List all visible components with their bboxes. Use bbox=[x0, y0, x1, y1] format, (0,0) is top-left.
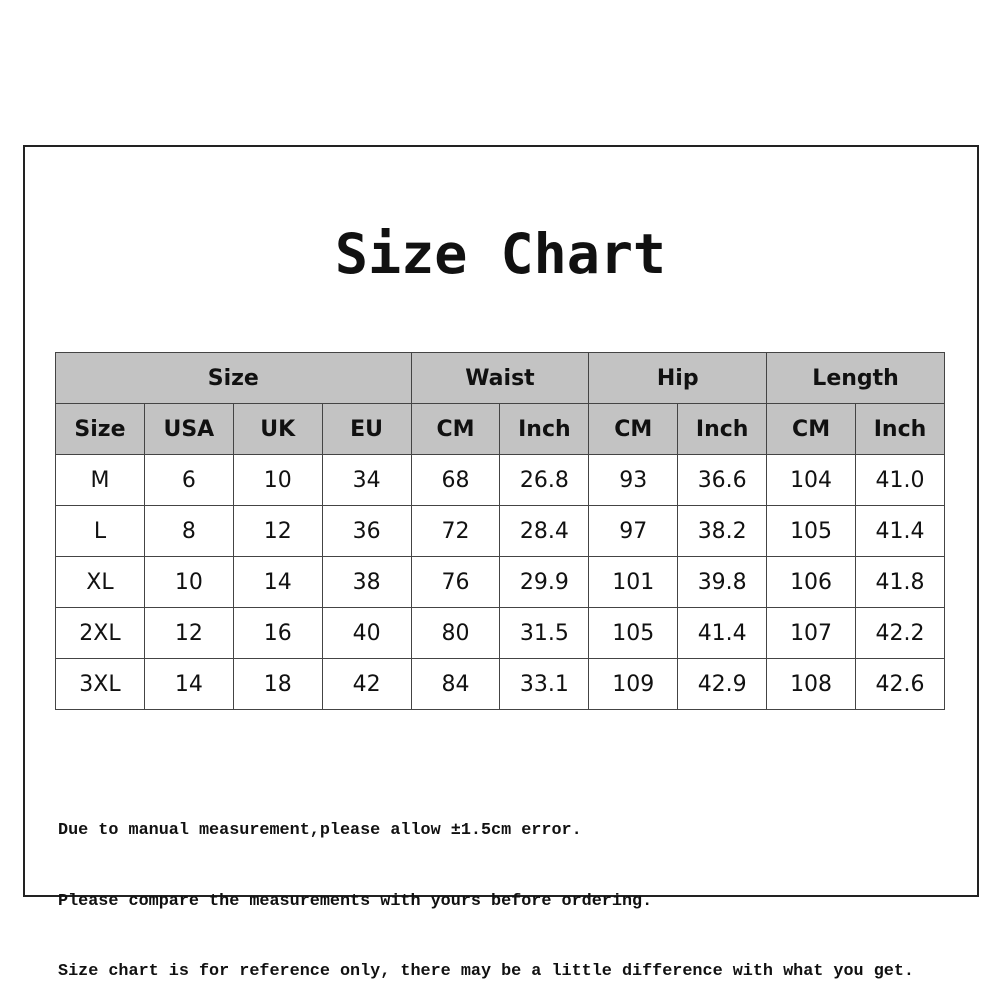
table-cell: 36.6 bbox=[677, 454, 768, 506]
table-row: L 8 12 36 72 28.4 97 38.2 105 41.4 bbox=[55, 505, 945, 557]
size-table: Size Waist Hip Length Size USA UK EU CM Inch CM Inc… bbox=[55, 352, 945, 710]
table-cell: 41.8 bbox=[855, 556, 945, 608]
table-cell: 108 bbox=[766, 658, 857, 710]
table-cell: 33.1 bbox=[499, 658, 590, 710]
table-cell: 39.8 bbox=[677, 556, 768, 608]
table-cell: 41.4 bbox=[855, 505, 945, 557]
table-cell: 14 bbox=[143, 658, 234, 710]
note-line: Please compare the measurements with you… bbox=[58, 891, 653, 911]
note-line: Due to manual measurement,please allow ±… bbox=[58, 821, 582, 840]
chart-border bbox=[23, 145, 979, 897]
table-cell: 29.9 bbox=[499, 556, 590, 608]
table-cell: 16 bbox=[232, 607, 323, 659]
table-cell: 38 bbox=[321, 556, 412, 608]
column-header-cell: EU bbox=[321, 403, 412, 455]
table-cell: 38.2 bbox=[677, 505, 768, 557]
table-cell: 107 bbox=[766, 607, 857, 659]
table-cell: 101 bbox=[588, 556, 679, 608]
group-header-cell: Size bbox=[55, 352, 412, 404]
table-cell: 104 bbox=[766, 454, 857, 506]
table-cell: 42.6 bbox=[855, 658, 945, 710]
table-cell: 109 bbox=[588, 658, 679, 710]
table-row: M 6 10 34 68 26.8 93 36.6 104 41.0 bbox=[55, 454, 945, 506]
group-header-row: Size Waist Hip Length bbox=[55, 352, 945, 404]
table-cell: L bbox=[55, 505, 145, 557]
column-header-cell: USA bbox=[143, 403, 234, 455]
table-cell: 93 bbox=[588, 454, 679, 506]
column-header-cell: Inch bbox=[855, 403, 945, 455]
table-cell: 3XL bbox=[55, 658, 145, 710]
table-cell: 84 bbox=[410, 658, 501, 710]
column-header-cell: Size bbox=[55, 403, 145, 455]
table-cell: 36 bbox=[321, 505, 412, 557]
table-cell: 14 bbox=[232, 556, 323, 608]
table-cell: 8 bbox=[143, 505, 234, 557]
column-header-cell: CM bbox=[766, 403, 857, 455]
table-cell: 2XL bbox=[55, 607, 145, 659]
column-header-cell: CM bbox=[588, 403, 679, 455]
table-cell: 40 bbox=[321, 607, 412, 659]
table-cell: XL bbox=[55, 556, 145, 608]
table-cell: 26.8 bbox=[499, 454, 590, 506]
column-header-row: Size USA UK EU CM Inch CM Inch CM Inch bbox=[55, 403, 945, 455]
note-line: Size chart is for reference only, there … bbox=[58, 962, 914, 981]
table-cell: 12 bbox=[232, 505, 323, 557]
group-header-cell: Hip bbox=[588, 352, 768, 404]
table-cell: 31.5 bbox=[499, 607, 590, 659]
table-cell: 106 bbox=[766, 556, 857, 608]
table-cell: M bbox=[55, 454, 145, 506]
group-header-cell: Waist bbox=[410, 352, 590, 404]
table-cell: 28.4 bbox=[499, 505, 590, 557]
notes: Due to manual measurement,please allow ±… bbox=[58, 772, 914, 1007]
column-header-cell: Inch bbox=[677, 403, 768, 455]
table-cell: 72 bbox=[410, 505, 501, 557]
group-header-cell: Length bbox=[766, 352, 945, 404]
table-cell: 34 bbox=[321, 454, 412, 506]
table-cell: 80 bbox=[410, 607, 501, 659]
column-header-cell: Inch bbox=[499, 403, 590, 455]
table-cell: 97 bbox=[588, 505, 679, 557]
table-row: 2XL 12 16 40 80 31.5 105 41.4 107 42.2 bbox=[55, 607, 945, 659]
table-cell: 42 bbox=[321, 658, 412, 710]
table-cell: 105 bbox=[766, 505, 857, 557]
page-title: Size Chart bbox=[334, 222, 667, 286]
table-cell: 10 bbox=[232, 454, 323, 506]
table-cell: 41.0 bbox=[855, 454, 945, 506]
table-row: XL 10 14 38 76 29.9 101 39.8 106 41.8 bbox=[55, 556, 945, 608]
table-cell: 76 bbox=[410, 556, 501, 608]
table-cell: 68 bbox=[410, 454, 501, 506]
column-header-cell: UK bbox=[232, 403, 323, 455]
column-header-cell: CM bbox=[410, 403, 501, 455]
table-cell: 6 bbox=[143, 454, 234, 506]
table-cell: 18 bbox=[232, 658, 323, 710]
table-cell: 10 bbox=[143, 556, 234, 608]
table-cell: 42.2 bbox=[855, 607, 945, 659]
table-cell: 12 bbox=[143, 607, 234, 659]
table-cell: 42.9 bbox=[677, 658, 768, 710]
table-cell: 105 bbox=[588, 607, 679, 659]
table-cell: 41.4 bbox=[677, 607, 768, 659]
table-row: 3XL 14 18 42 84 33.1 109 42.9 108 42.6 bbox=[55, 658, 945, 710]
